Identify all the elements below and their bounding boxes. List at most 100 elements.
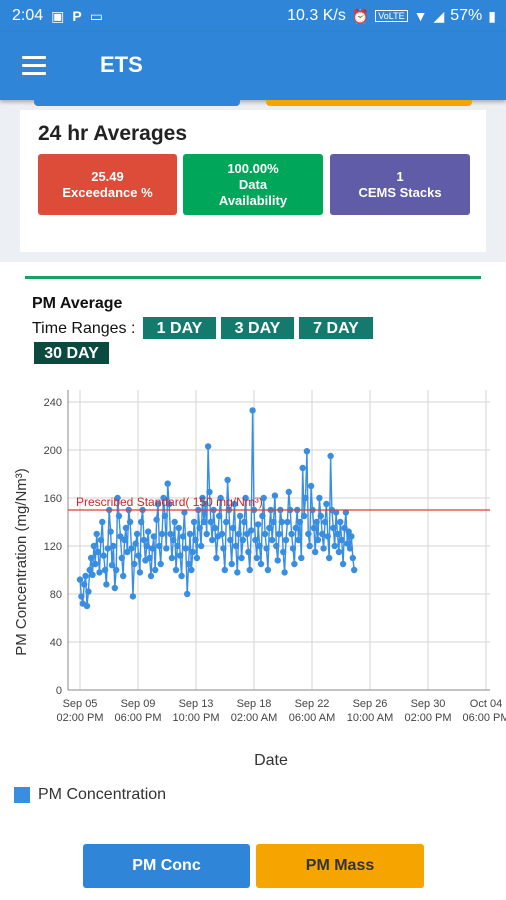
pm-data-point: [82, 572, 89, 580]
pm-mass-button[interactable]: PM Mass: [256, 844, 424, 888]
pm-data-point: [238, 554, 245, 562]
pm-data-point: [184, 590, 191, 598]
pm-data-point: [129, 593, 137, 600]
pm-data-point: [275, 530, 283, 538]
pm-data-point: [85, 588, 92, 595]
pm-data-point: [228, 560, 235, 568]
x-tick-label: Sep 05: [63, 698, 98, 710]
range-30-day-button[interactable]: 30 DAY: [34, 342, 109, 364]
pm-data-point: [281, 569, 288, 576]
averages-card: 24 hr Averages 25.49 Exceedance % 100.00…: [20, 110, 486, 252]
x-tick-label: 02:00 PM: [404, 712, 451, 724]
legend-label: PM Concentration: [38, 786, 167, 803]
x-tick-label: 06:00 AM: [289, 712, 335, 724]
x-tick-label: Sep 22: [295, 698, 330, 710]
pm-data-point: [111, 584, 119, 592]
range-1-day-button[interactable]: 1 DAY: [143, 317, 216, 339]
pm-data-point: [99, 518, 106, 526]
pm-data-point: [261, 530, 269, 538]
pm-data-point: [124, 548, 131, 556]
pm-data-point: [167, 530, 174, 538]
pm-data-point: [96, 569, 103, 576]
volte-badge: VoLTE: [375, 10, 408, 22]
x-tick-label: Oct 04: [470, 698, 502, 710]
pm-data-point: [104, 545, 112, 552]
laptop-icon: ▭: [89, 7, 103, 24]
pm-data-point: [103, 581, 110, 588]
pm-data-point: [298, 554, 305, 562]
hamburger-menu-icon[interactable]: [22, 56, 48, 76]
pm-data-point: [136, 569, 144, 576]
pm-data-point: [220, 545, 227, 552]
pm-data-point: [177, 552, 184, 559]
pm-data-point: [314, 536, 322, 544]
exceedance-tile[interactable]: 25.49 Exceedance %: [38, 154, 177, 215]
app-title: ETS: [100, 52, 143, 77]
pm-data-point: [296, 518, 304, 526]
pm-data-point: [114, 494, 121, 502]
tab-strip-blue: [34, 100, 240, 106]
pm-data-point: [108, 562, 116, 569]
pm-data-point: [330, 524, 337, 532]
pm-data-point: [273, 542, 280, 550]
network-speed: 10.3 K/s: [287, 7, 346, 24]
pm-data-point: [255, 521, 262, 528]
pm-data-point: [310, 524, 318, 532]
pm-data-point: [300, 512, 308, 520]
data-availability-tile[interactable]: 100.00% Data Availability: [183, 154, 323, 215]
pm-data-point: [172, 566, 180, 574]
pm-data-point: [133, 530, 141, 538]
pm-data-point: [292, 524, 299, 532]
pm-data-point: [288, 530, 295, 538]
pm-data-point: [152, 566, 159, 574]
battery-percent: 57%: [450, 7, 483, 24]
pm-data-point: [302, 494, 309, 502]
pm-data-point: [174, 542, 181, 550]
pm-data-point: [100, 552, 107, 559]
pm-data-point: [181, 509, 188, 516]
pm-data-point: [189, 548, 196, 556]
pm-data-point: [291, 560, 298, 568]
range-7-day-button[interactable]: 7 DAY: [299, 317, 373, 339]
pm-data-point: [117, 533, 124, 540]
y-axis-label: PM Concentration (mg/Nm³): [13, 468, 30, 656]
pm-data-point: [335, 548, 343, 556]
x-axis-label: Date: [254, 752, 288, 766]
pm-data-point: [199, 494, 206, 502]
pm-data-point: [317, 512, 324, 520]
y-tick-label: 200: [44, 445, 62, 457]
data-availability-label-2: Availability: [218, 192, 288, 208]
range-3-day-button[interactable]: 3 DAY: [221, 317, 294, 339]
pm-data-point: [178, 572, 185, 580]
battery-icon: ▮: [488, 7, 496, 24]
pm-data-point: [154, 500, 162, 508]
legend-swatch: [14, 787, 30, 803]
pm-data-point: [146, 554, 153, 562]
pm-data-point: [217, 494, 224, 502]
pm-data-point: [153, 516, 160, 523]
pm-data-point: [264, 566, 272, 574]
pm-data-point: [229, 524, 237, 532]
pm-data-point: [213, 554, 220, 562]
pm-data-point: [140, 536, 148, 544]
y-tick-label: 160: [44, 493, 62, 505]
pm-data-point: [248, 527, 255, 534]
data-availability-value: 100.00%: [227, 160, 279, 176]
pm-data-point: [227, 536, 234, 544]
pm-data-point: [193, 554, 201, 562]
pm-data-point: [270, 518, 277, 526]
pm-data-point: [252, 536, 259, 544]
pm-data-point: [323, 500, 330, 508]
y-tick-label: 40: [50, 637, 62, 649]
signal-icon: ◢: [433, 7, 445, 24]
pm-scatter-chart: 0 40 80 120 160 200 240 Sep 05 02:00 PM Sep 09 06…: [13, 390, 506, 766]
pm-data-point: [305, 530, 312, 538]
pm-data-point: [346, 545, 354, 552]
cems-stacks-tile[interactable]: 1 CEMS Stacks: [330, 154, 470, 215]
pm-conc-button[interactable]: PM Conc: [83, 844, 250, 888]
pm-data-point: [320, 545, 327, 552]
pm-data-point: [121, 536, 128, 544]
pm-data-point: [241, 518, 248, 526]
pm-data-point: [224, 476, 231, 484]
pm-data-point: [266, 524, 273, 532]
